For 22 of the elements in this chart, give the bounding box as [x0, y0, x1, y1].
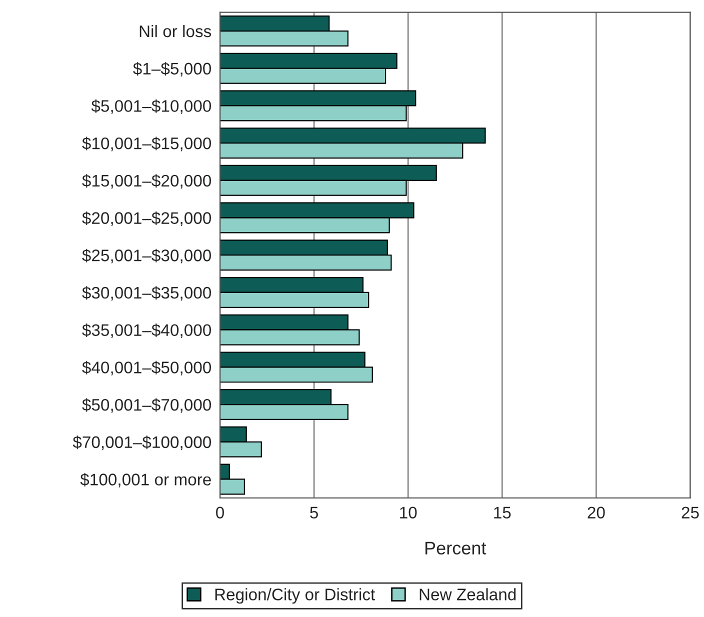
legend-label: Region/City or District	[215, 588, 376, 604]
y-tick-label: $35,001–$40,000	[82, 324, 212, 338]
y-tick-label: $25,001–$30,000	[82, 248, 212, 264]
y-tick-label: $100,001 or more	[80, 472, 211, 488]
x-axis-title: Percent	[426, 542, 486, 554]
y-tick-label: $15,001–$20,000	[82, 174, 212, 189]
x-tick-label: 0	[216, 506, 224, 518]
x-tick-label: 5	[310, 506, 318, 518]
y-tick-label: $1–$5,000	[133, 62, 212, 77]
x-tick-label: 20	[588, 506, 605, 518]
legend-label: New Zealand	[420, 588, 516, 600]
y-tick-label: $40,001–$50,000	[82, 360, 212, 376]
y-tick-label: $50,001–$70,000	[82, 398, 212, 413]
x-tick-label: 10	[400, 506, 417, 518]
y-tick-label: $30,001–$35,000	[82, 286, 212, 301]
y-tick-label: $10,001–$15,000	[82, 136, 212, 152]
x-tick-label: 25	[682, 506, 699, 518]
y-tick-label: $5,001–$10,000	[91, 99, 212, 114]
y-tick-label: $70,001–$100,000	[72, 436, 212, 450]
y-tick-label: $20,001–$25,000	[82, 211, 212, 226]
y-tick-label: Nil or loss	[140, 24, 212, 38]
x-tick-label: 15	[494, 506, 511, 518]
